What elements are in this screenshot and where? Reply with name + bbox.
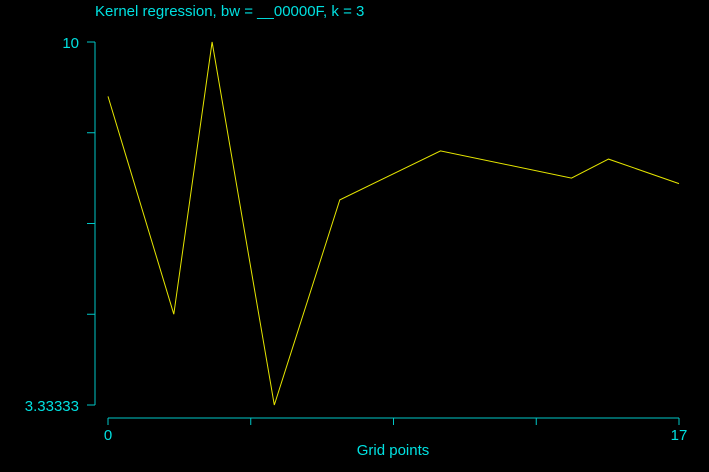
y-tick-label-max: 10 bbox=[62, 35, 79, 52]
series-layer bbox=[107, 41, 680, 406]
y-tick-label-min: 3.33333 bbox=[25, 398, 79, 415]
chart-title: Kernel regression, bw = __00000F, k = 3 bbox=[95, 3, 364, 20]
series-line-0 bbox=[107, 41, 680, 406]
x-axis-title: Grid points bbox=[357, 442, 430, 459]
x-axis-ticks bbox=[107, 418, 680, 425]
y-axis-ticks bbox=[87, 41, 95, 406]
x-tick-label-min: 0 bbox=[104, 427, 112, 444]
x-tick-label-max: 17 bbox=[671, 427, 688, 444]
